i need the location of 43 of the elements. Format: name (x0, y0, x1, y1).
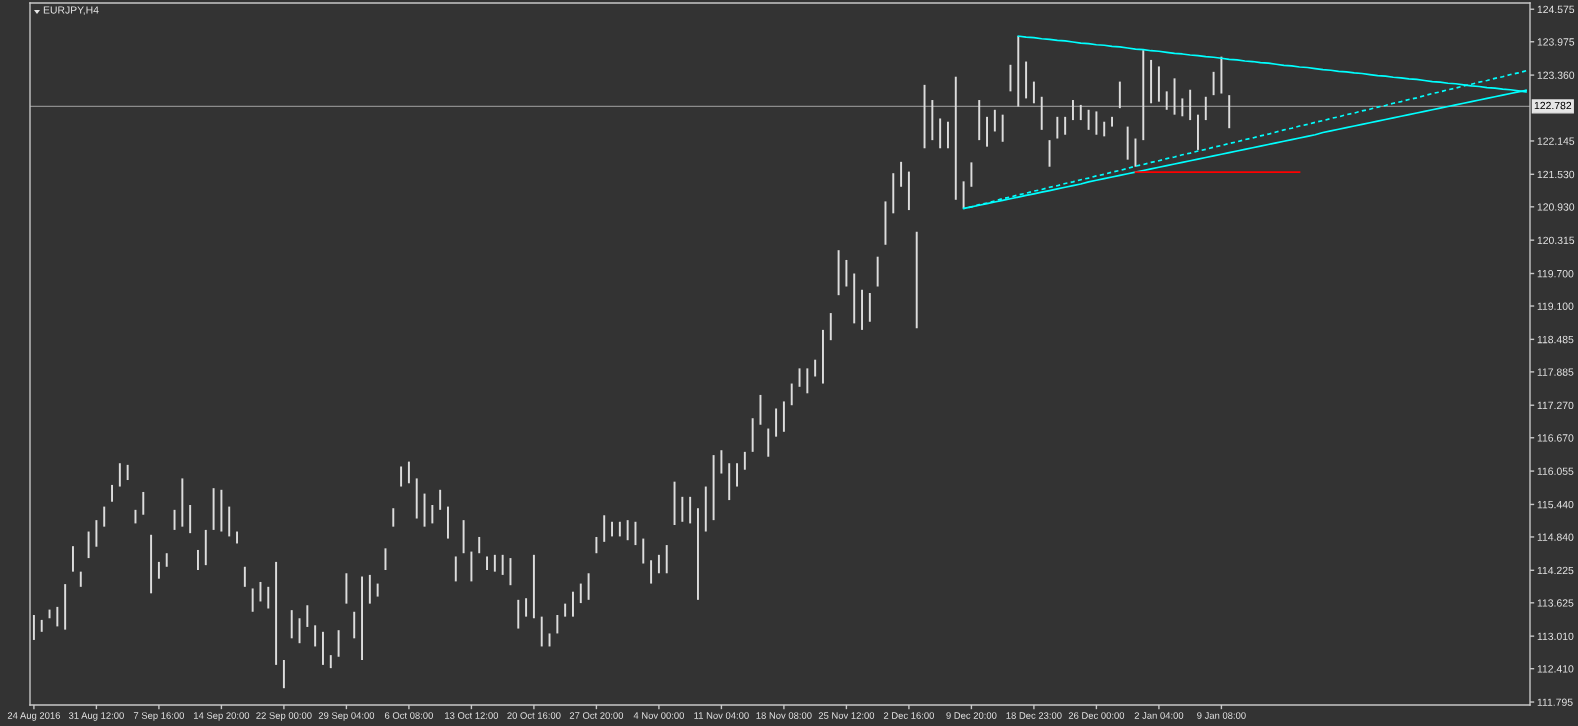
y-tick-label: 113.625 (1537, 599, 1574, 607)
y-tick-label: 122.145 (1537, 137, 1575, 145)
y-tick-label: 115.440 (1537, 500, 1574, 509)
y-tick-label: 117.885 (1537, 368, 1574, 376)
y-tick-label: 119.700 (1537, 270, 1574, 278)
x-tick-label: 6 Oct 08:00 (384, 712, 433, 719)
y-tick-label: 113.010 (1537, 632, 1574, 641)
y-tick-label: 116.670 (1537, 434, 1574, 442)
x-tick-label: 9 Jan 08:00 (1197, 712, 1246, 719)
x-tick-label: 29 Sep 04:00 (318, 712, 375, 721)
y-tick-label: 120.930 (1537, 203, 1575, 211)
x-tick-label: 27 Oct 20:00 (569, 712, 624, 719)
x-tick-label: 24 Aug 2016 (7, 712, 61, 721)
y-tick-label: 120.315 (1537, 236, 1575, 245)
x-tick-label: 20 Oct 16:00 (507, 712, 561, 719)
y-tick-label: 116.055 (1537, 467, 1574, 475)
y-tick-label: 114.225 (1537, 566, 1574, 575)
y-tick-label: 123.975 (1537, 38, 1575, 46)
y-tick-label: 111.795 (1537, 698, 1573, 706)
x-tick-label: 2 Dec 16:00 (883, 712, 934, 719)
y-tick-label: 124.575 (1537, 5, 1575, 14)
y-tick-label: 117.270 (1537, 401, 1574, 410)
x-tick-label: 2 Jan 04:00 (1134, 712, 1184, 719)
x-tick-label: 14 Sep 20:00 (194, 712, 250, 721)
ref-line-label: 122.782 (1534, 101, 1572, 110)
x-tick-label: 25 Nov 12:00 (818, 712, 875, 719)
x-tick-label: 7 Sep 16:00 (133, 712, 185, 721)
chart-title: EURJPY,H4 (43, 6, 99, 15)
x-tick-label: 26 Dec 00:00 (1068, 712, 1125, 719)
x-tick-label: 31 Aug 12:00 (68, 712, 124, 721)
x-tick-label: 18 Nov 08:00 (756, 712, 812, 719)
y-tick-label: 123.360 (1537, 71, 1575, 79)
y-tick-label: 121.530 (1537, 170, 1575, 179)
x-tick-label: 22 Sep 00:00 (256, 712, 312, 721)
y-tick-label: 112.410 (1537, 665, 1574, 673)
x-tick-label: 18 Dec 23:00 (1006, 712, 1062, 719)
x-tick-label: 4 Nov 00:00 (633, 712, 684, 719)
x-tick-label: 13 Oct 12:00 (445, 712, 499, 719)
x-tick-label: 11 Nov 04:00 (694, 712, 749, 719)
y-tick-label: 119.100 (1537, 302, 1574, 310)
x-tick-label: 9 Dec 20:00 (946, 712, 997, 719)
y-tick-label: 118.485 (1537, 335, 1574, 344)
y-tick-label: 114.840 (1537, 533, 1574, 541)
